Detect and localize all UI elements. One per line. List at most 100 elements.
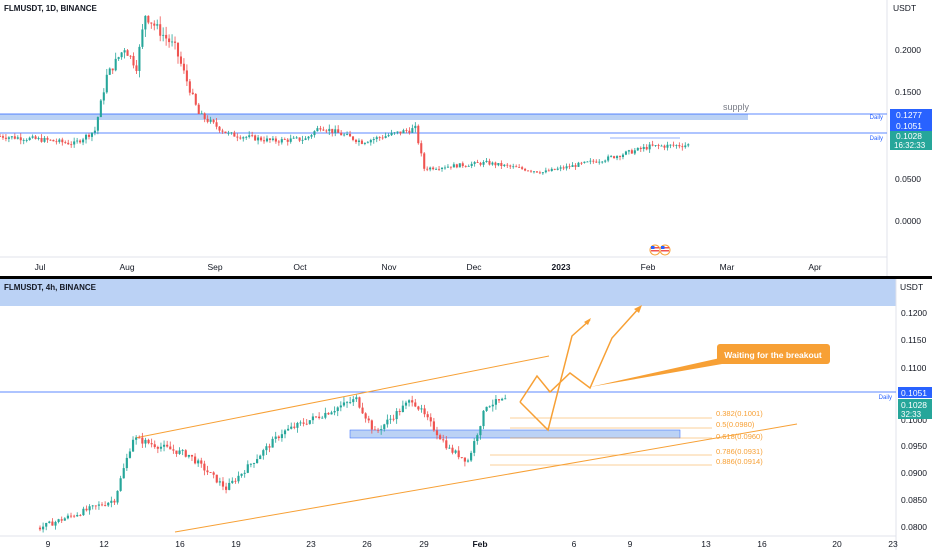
candle-body (383, 424, 386, 430)
candle-body (363, 142, 366, 144)
candle-body (200, 460, 203, 464)
candle-body (538, 172, 541, 174)
candle-body (393, 132, 396, 134)
demand-zone[interactable] (349, 429, 681, 439)
candle-body (262, 450, 265, 456)
top-x-tick: Nov (381, 262, 397, 272)
candle-body (67, 142, 70, 145)
candle-body (547, 170, 550, 172)
candle-body (357, 140, 360, 142)
candle-body (260, 137, 263, 141)
candle-body (283, 430, 287, 435)
candle-body (19, 137, 22, 141)
bottom-y-tick: 0.0900 (901, 468, 927, 478)
candle-body (518, 167, 521, 168)
candle-body (182, 63, 185, 71)
candle-body (352, 399, 355, 403)
candle-body (494, 399, 497, 405)
top-pane[interactable]: supply FLMUSDT, 1D, BINANCE USDT 0.2000 … (0, 0, 932, 276)
candle-body (423, 408, 426, 415)
candle-body (408, 130, 411, 133)
candle-body (333, 411, 336, 413)
candle-body (482, 162, 485, 165)
candle-body (390, 132, 393, 136)
candle-body (448, 447, 451, 449)
candle-body (236, 136, 239, 138)
candle-body (417, 125, 420, 144)
pane-divider[interactable] (0, 276, 932, 279)
candle-body (268, 138, 271, 140)
candle-body (117, 57, 120, 59)
us-flag-icon[interactable] (659, 244, 671, 256)
candle-body (438, 168, 441, 170)
candle-body (144, 439, 147, 444)
candle-body (138, 46, 141, 71)
candle-body (156, 447, 159, 449)
candle-body (470, 452, 473, 461)
candle-body (224, 131, 227, 134)
candle-body (113, 500, 116, 503)
candle-body (79, 140, 82, 143)
top-legend: FLMUSDT, 1D, BINANCE (4, 4, 98, 13)
bottom-pane[interactable]: Waiting for the breakout 0.382(0.1001) 0… (0, 279, 932, 550)
candle-body (550, 168, 553, 172)
candle-body (230, 132, 233, 134)
channel-lower-line[interactable] (174, 423, 798, 533)
us-flag-icon[interactable] (649, 244, 661, 256)
candle-body (328, 128, 331, 132)
bottom-y-tick: 0.1150 (901, 335, 927, 345)
candle-body (321, 417, 324, 419)
candle-body (330, 412, 333, 415)
supply-label: supply (723, 102, 750, 112)
candle-body (122, 468, 125, 479)
candle-body (580, 162, 583, 164)
channel-upper-line[interactable] (134, 355, 550, 439)
bottom-x-tick: 26 (362, 539, 372, 549)
candle-body (396, 131, 399, 133)
candle-body (185, 70, 188, 82)
candle-body (218, 481, 221, 483)
top-x-tick: 2023 (552, 262, 571, 272)
top-pane-bg (0, 0, 932, 276)
callout-box[interactable] (717, 344, 830, 364)
candle-body (290, 426, 293, 429)
candle-body (512, 166, 515, 168)
candle-body (506, 164, 509, 166)
projection-path-b[interactable] (519, 306, 641, 403)
bottom-x-tick: 9 (46, 539, 51, 549)
candle-body (249, 463, 252, 465)
candle-body (541, 172, 544, 174)
candle-body (274, 138, 277, 142)
candle-body (107, 502, 110, 506)
candle-body (194, 94, 197, 105)
supply-zone[interactable] (0, 114, 748, 120)
candle-body (218, 126, 221, 131)
candle-body (442, 439, 445, 441)
candle-body (446, 166, 449, 168)
candle-body (669, 144, 672, 146)
resistance-zone[interactable] (0, 279, 896, 306)
candle-body (243, 472, 246, 474)
candle-body (28, 137, 31, 141)
candle-body (476, 162, 479, 163)
candle-body (392, 418, 395, 420)
candle-body (228, 482, 231, 490)
candle-body (372, 139, 375, 141)
candle-body (411, 400, 414, 403)
candle-body (420, 408, 423, 410)
candle-body (187, 454, 190, 457)
candle-body (454, 450, 457, 453)
candle-body (645, 146, 648, 150)
candle-body (461, 163, 464, 167)
bottom-x-tick: 16 (175, 539, 185, 549)
candle-body (423, 153, 426, 169)
candle-body (0, 136, 2, 137)
candle-body (527, 170, 530, 172)
candle-body (327, 412, 330, 415)
candle-body (435, 430, 439, 436)
candle-body (521, 167, 524, 169)
top-x-tick: Feb (641, 262, 656, 272)
candle-body (97, 504, 101, 506)
candle-body (553, 168, 556, 170)
